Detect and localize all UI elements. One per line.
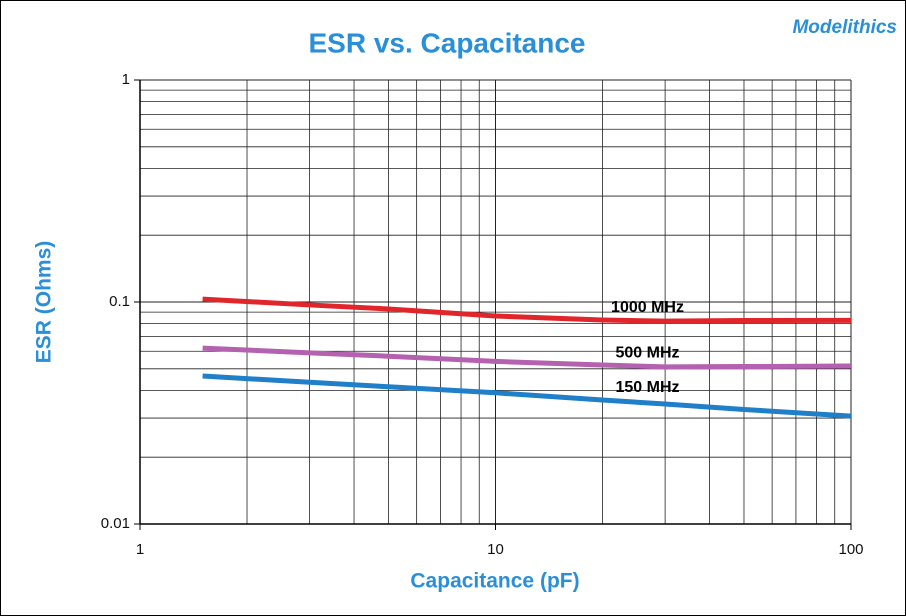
- series-label: 1000 MHz: [611, 299, 684, 316]
- series-line: [202, 345, 852, 370]
- x-axis-label: Capacitance (pF): [410, 570, 579, 593]
- series-label: 500 MHz: [616, 344, 680, 361]
- logo: Modelithics: [792, 17, 897, 38]
- x-tick-label: 1: [136, 541, 144, 558]
- y-tick-label: 0.01: [101, 515, 130, 532]
- y-tick-label: 1: [122, 71, 130, 88]
- chart-title: ESR vs. Capacitance: [308, 27, 585, 58]
- x-tick-label: 100: [838, 541, 863, 558]
- series-line: [202, 296, 852, 324]
- y-axis-label: ESR (Ohms): [33, 241, 56, 364]
- y-tick-label: 0.1: [109, 293, 130, 310]
- series-line: [202, 373, 852, 419]
- series-label: 150 MHz: [616, 379, 680, 396]
- x-tick-label: 10: [487, 541, 504, 558]
